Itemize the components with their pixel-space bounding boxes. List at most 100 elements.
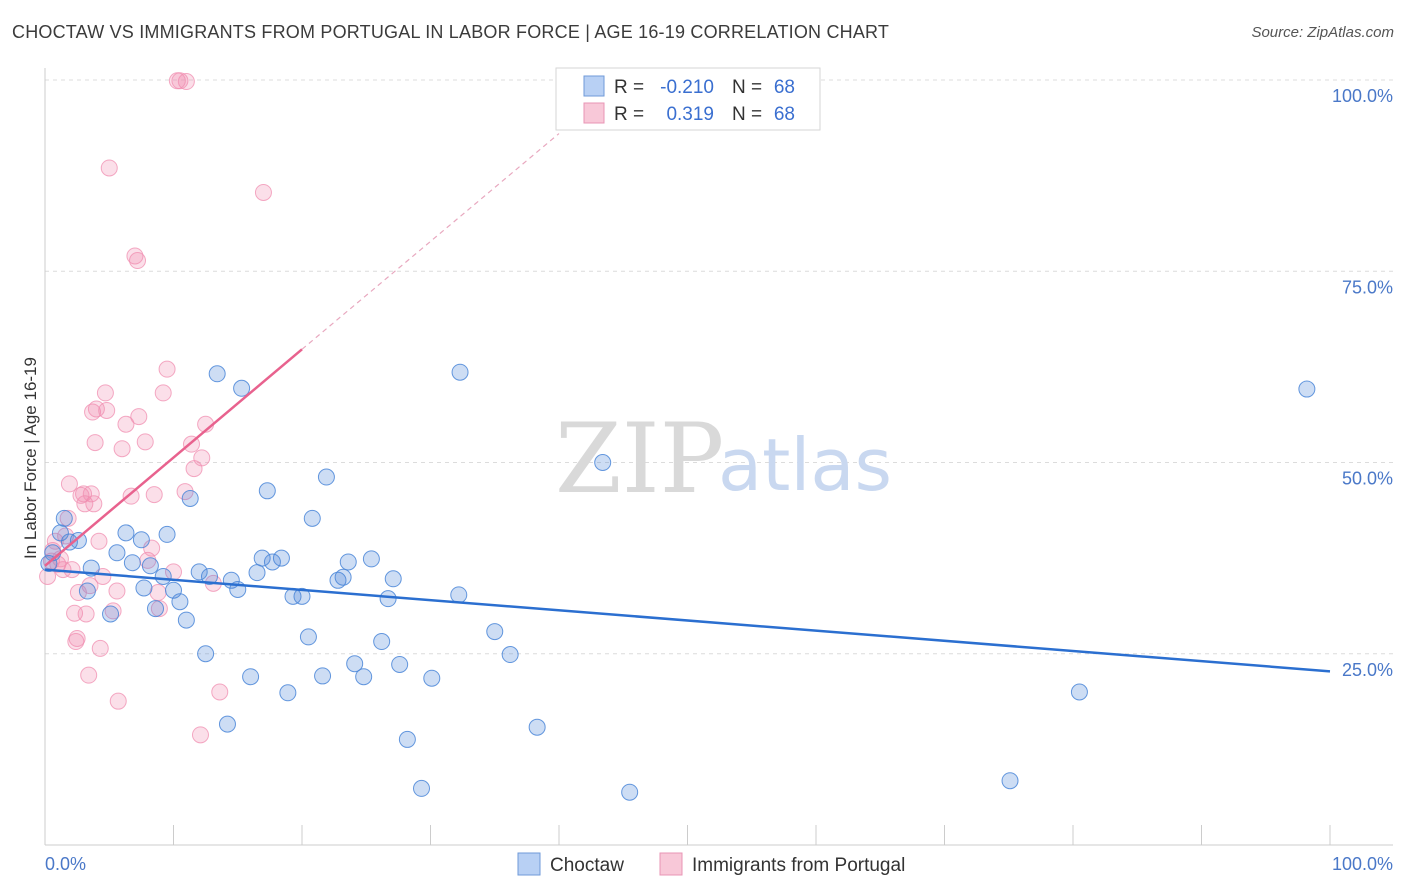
watermark-zip: ZIP (555, 403, 724, 515)
portugal-point-33 (108, 582, 126, 600)
x-tick-label-0: 0.0% (45, 854, 86, 874)
choctaw-point-16 (154, 567, 172, 585)
y-axis-label: In Labor Force | Age 16-19 (21, 357, 40, 559)
choctaw-point-43 (329, 571, 347, 589)
choctaw-point-19 (171, 593, 189, 611)
portugal-point-48 (158, 360, 176, 378)
y-tick-label-1: 50.0% (1342, 469, 1393, 489)
choctaw-point-58 (486, 623, 504, 641)
y-tick-label-3: 100.0% (1332, 86, 1393, 106)
bottom-legend-label-choctaw: Choctaw (550, 855, 624, 876)
choctaw-point-32 (253, 549, 271, 567)
choctaw-point-29 (233, 379, 251, 397)
portugal-point-31 (100, 159, 118, 177)
portugal-point-18 (77, 605, 95, 623)
choctaw-point-26 (218, 715, 236, 733)
choctaw-point-49 (373, 633, 391, 651)
choctaw-point-34 (263, 553, 281, 571)
portugal-point-28 (94, 567, 112, 585)
legend-r-label-portugal: R = (614, 104, 644, 125)
legend-n-label-portugal: N = (732, 104, 762, 125)
trend-line-choctaw (44, 568, 1331, 673)
choctaw-point-38 (293, 587, 311, 605)
choctaw-point-56 (450, 586, 468, 604)
choctaw-point-62 (621, 783, 639, 801)
choctaw-point-64 (1070, 683, 1088, 701)
trend-line-portugal-extension (301, 133, 560, 350)
portugal-point-61 (254, 183, 272, 201)
chart-source: Source: ZipAtlas.com (1251, 24, 1394, 41)
choctaw-point-50 (379, 590, 397, 608)
choctaw-point-12 (132, 531, 150, 549)
choctaw-point-33 (258, 482, 276, 500)
legend-bottom: Choctaw Immigrants from Portugal (517, 852, 905, 876)
legend-r-value-portugal: 0.319 (666, 104, 714, 125)
portugal-point-37 (122, 487, 140, 505)
portugal-point-53 (177, 73, 195, 91)
portugal-point-47 (154, 384, 172, 402)
y-tick-label-0: 25.0% (1342, 660, 1393, 680)
portugal-point-23 (85, 495, 103, 513)
portugal-point-41 (136, 433, 154, 451)
choctaw-point-3 (55, 509, 73, 527)
portugal-point-21 (82, 485, 100, 503)
choctaw-point-20 (177, 611, 195, 629)
series-choctaw-points (40, 363, 1316, 801)
legend-n-value-choctaw: 68 (774, 77, 795, 98)
portugal-point-8 (59, 509, 77, 527)
x-tick-label-1: 100.0% (1332, 854, 1393, 874)
choctaw-point-14 (141, 557, 159, 575)
bottom-legend-swatch-choctaw (517, 852, 541, 876)
legend-swatch-portugal (583, 102, 605, 124)
choctaw-point-25 (208, 365, 226, 383)
portugal-point-17 (76, 495, 94, 513)
choctaw-point-41 (314, 667, 332, 685)
portugal-point-38 (126, 247, 144, 265)
choctaw-point-21 (181, 489, 199, 507)
y-tick-label-2: 75.0% (1342, 277, 1393, 297)
portugal-point-26 (90, 532, 108, 550)
choctaw-point-42 (317, 468, 335, 486)
portugal-point-57 (193, 449, 211, 467)
trend-lines (44, 133, 1331, 673)
legend-n-value-portugal: 68 (774, 104, 795, 125)
choctaw-point-35 (272, 549, 290, 567)
legend-swatch-choctaw (583, 75, 605, 97)
choctaw-point-44 (334, 568, 352, 586)
portugal-point-36 (117, 415, 135, 433)
x-tick-labels: 0.0% 100.0% (45, 854, 1393, 874)
choctaw-point-59 (501, 646, 519, 664)
portugal-point-51 (171, 72, 189, 90)
choctaw-point-31 (248, 564, 266, 582)
choctaw-point-8 (102, 605, 120, 623)
portugal-point-19 (80, 666, 98, 684)
choctaw-point-4 (60, 533, 78, 551)
legend-r-label-choctaw: R = (614, 77, 644, 98)
choctaw-point-45 (339, 553, 357, 571)
portugal-point-35 (113, 440, 131, 458)
choctaw-point-10 (117, 524, 135, 542)
portugal-point-9 (60, 475, 78, 493)
y-tick-labels: 25.0% 50.0% 75.0% 100.0% (1332, 86, 1393, 680)
portugal-point-29 (96, 384, 114, 402)
choctaw-point-61 (594, 454, 612, 471)
choctaw-point-52 (391, 655, 409, 673)
choctaw-point-11 (123, 554, 141, 572)
choctaw-point-39 (299, 628, 317, 646)
portugal-point-13 (68, 629, 86, 647)
bottom-legend-label-portugal: Immigrants from Portugal (692, 855, 905, 876)
legend-top: R = -0.210 N = 68 R = 0.319 N = 68 (555, 67, 821, 131)
choctaw-point-15 (147, 600, 165, 618)
portugal-point-30 (98, 401, 116, 419)
choctaw-point-9 (108, 544, 126, 562)
choctaw-point-5 (69, 532, 87, 550)
portugal-point-27 (91, 639, 109, 657)
axes (44, 68, 1393, 846)
portugal-point-45 (149, 584, 167, 602)
choctaw-point-23 (197, 645, 215, 663)
portugal-point-24 (86, 434, 104, 452)
choctaw-point-47 (355, 668, 373, 686)
choctaw-point-13 (135, 579, 153, 597)
legend-n-label-choctaw: N = (732, 77, 762, 98)
